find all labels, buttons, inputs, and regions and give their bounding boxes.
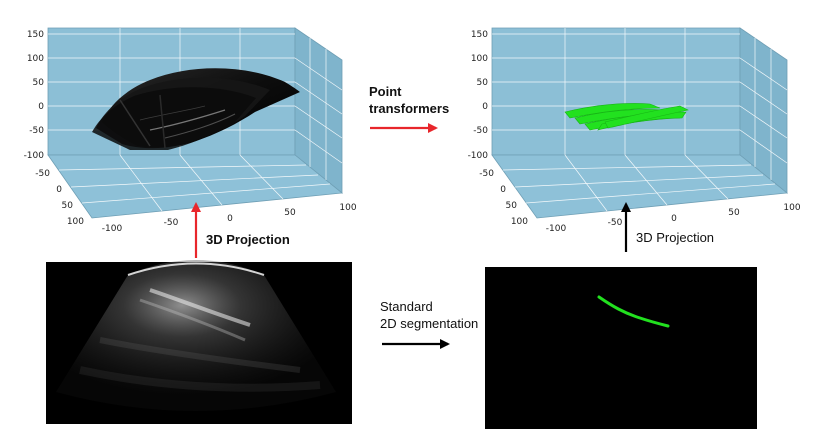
left-z-tick: -50 <box>29 126 44 136</box>
right-y-tick: -50 <box>479 169 494 179</box>
left-x-tick: 50 <box>284 208 296 218</box>
right-y-tick: 50 <box>506 201 518 211</box>
right-y-tick: 0 <box>500 185 506 195</box>
right-x-tick: 100 <box>783 203 800 213</box>
left-x-tick: -50 <box>164 218 179 228</box>
right-z-tick: -100 <box>468 151 489 161</box>
segmentation-image <box>485 267 757 429</box>
left-z-tick: 150 <box>27 30 44 40</box>
right-projection-label: 3D Projection <box>636 230 714 245</box>
point-transformers-label: transformers <box>369 101 449 116</box>
right-x-tick: 0 <box>671 214 677 224</box>
left-y-tick: 100 <box>67 217 84 227</box>
right-z-tick: 150 <box>471 30 488 40</box>
left-x-tick: -100 <box>102 224 123 234</box>
left-x-tick: 0 <box>227 214 233 224</box>
right-x-tick: -50 <box>608 218 623 228</box>
right-3d-plot: 150 100 50 0 -50 -100 -50 0 50 100 -100 … <box>468 28 801 234</box>
right-z-tick: -50 <box>473 126 488 136</box>
right-x-tick: -100 <box>546 224 567 234</box>
left-z-tick: 100 <box>27 54 44 64</box>
left-projection-label: 3D Projection <box>206 232 290 247</box>
standard-segmentation-label: Standard <box>380 299 433 314</box>
left-x-tick: 100 <box>339 203 356 213</box>
right-z-tick: 50 <box>477 78 489 88</box>
left-z-tick: 0 <box>38 102 44 112</box>
standard-segmentation-label: 2D segmentation <box>380 316 478 331</box>
left-3d-plot: 150 100 50 0 -50 -100 -50 0 50 100 -100 … <box>24 28 357 234</box>
right-y-tick: 100 <box>511 217 528 227</box>
left-z-tick: -100 <box>24 151 45 161</box>
left-z-tick: 50 <box>33 78 45 88</box>
left-y-tick: 50 <box>62 201 74 211</box>
point-transformers-label: Point <box>369 84 402 99</box>
right-x-tick: 50 <box>728 208 740 218</box>
left-y-tick: 0 <box>56 185 62 195</box>
right-z-tick: 0 <box>482 102 488 112</box>
left-y-tick: -50 <box>35 169 50 179</box>
right-z-tick: 100 <box>471 54 488 64</box>
ultrasound-image <box>46 260 352 424</box>
right-back-wall <box>492 28 740 155</box>
